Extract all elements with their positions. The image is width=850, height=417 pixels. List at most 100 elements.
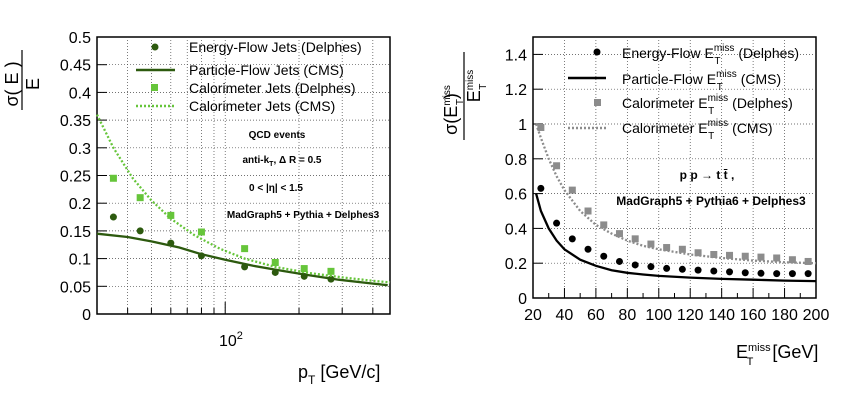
- legend-marker-square: [594, 99, 601, 106]
- right-data-point: [568, 235, 576, 243]
- right-ytick-label: 0.8: [505, 152, 527, 169]
- left-data-point: [136, 194, 144, 202]
- left-grid: [97, 37, 390, 314]
- right-data-point: [741, 269, 749, 277]
- legend-label: Energy-Flow Jets (Delphes): [189, 39, 362, 55]
- right-data-point: [788, 270, 796, 278]
- right-xtick-label: 120: [677, 307, 704, 324]
- right-chart: 20 40 60 80 100 120 140 160 180 20000.20.40.60.81…: [441, 36, 830, 368]
- right-data-point: [584, 245, 592, 253]
- left-y-axis-title: σ( E ) E: [2, 50, 43, 110]
- left-x-axis-title: pT [GeV/c]: [298, 362, 380, 387]
- right-grid: [533, 37, 816, 298]
- right-ytick-label: 1.4: [505, 47, 527, 64]
- legend-label: Calorimeter Jets (Delphes): [189, 80, 356, 96]
- right-data-point: [804, 257, 812, 265]
- left-data-point: [136, 227, 144, 235]
- left-ytick-label: 0.15: [60, 224, 91, 241]
- right-data-point: [631, 235, 639, 243]
- left-xtick-label: 102: [219, 330, 243, 350]
- left-ytick-label: 0: [82, 307, 91, 324]
- left-ytick-label: 0.05: [60, 279, 91, 296]
- left-ytick-label: 0.3: [69, 141, 91, 158]
- legend-entry-calorimeter-met-cms: Calorimeter Emiss T (CMS): [568, 118, 773, 142]
- right-series-0: [537, 184, 812, 278]
- left-ytick-label: 0.4: [69, 85, 91, 102]
- right-series-3: [535, 123, 817, 265]
- legend-label: Calorimeter Emiss T (Delphes): [622, 93, 793, 117]
- legend-label: Particle-Flow Emiss T (CMS): [622, 69, 781, 93]
- right-ytick-label: 1: [518, 117, 527, 134]
- right-data-point: [553, 219, 561, 227]
- right-xtick-label: 200: [803, 307, 830, 324]
- right-axis-ticks: 20 40 60 80 100 120 140 160 180 20000.20.40.60.81…: [505, 47, 830, 324]
- right-series-line: [535, 123, 817, 265]
- left-ytick-label: 0.35: [60, 113, 91, 130]
- right-series-1: [534, 193, 817, 283]
- right-data-point: [600, 252, 608, 260]
- legend-entry-calorimeter-met-delphes: Calorimeter Emiss T (Delphes): [594, 93, 793, 117]
- annotation-qcd-events: QCD events: [249, 130, 306, 141]
- annotation-eta-range: 0 < |η| < 1.5: [249, 183, 303, 194]
- legend-entry-particle-flow-jets: Particle-Flow Jets (CMS): [136, 62, 344, 78]
- legend-entry-energy-flow-met: Energy-Flow Emiss T (Delphes): [593, 43, 799, 67]
- right-data-point: [584, 207, 592, 215]
- right-data-point: [757, 253, 765, 261]
- left-series-0: [109, 213, 335, 283]
- right-xtick-label: 80: [618, 307, 636, 324]
- legend-entry-particle-flow-met: Particle-Flow Emiss T (CMS): [568, 69, 781, 93]
- left-data-point: [197, 228, 205, 236]
- left-ytick-label: 0.5: [69, 30, 91, 47]
- right-data-point: [678, 265, 686, 273]
- right-xtick-label: 40: [556, 307, 574, 324]
- legend-marker-square: [151, 84, 158, 91]
- left-ylabel-numerator: σ( E ): [2, 61, 22, 106]
- right-annotations: p p → t t̄ , MadGraph5 + Pythia6 + Delph…: [616, 168, 806, 208]
- right-xtick-label: 100: [645, 307, 672, 324]
- right-data-point: [694, 266, 702, 274]
- left-ytick-label: 0.25: [60, 169, 91, 186]
- right-y-axis-title: σ(Emiss T) Emiss T: [441, 52, 489, 140]
- left-series-line: [96, 232, 388, 287]
- right-series-layer: [534, 123, 817, 283]
- left-ytick-label: 0.45: [60, 58, 91, 75]
- left-data-point: [327, 267, 335, 275]
- left-data-point: [167, 211, 175, 219]
- left-ytick-label: 0.2: [69, 196, 91, 213]
- right-series-line: [534, 193, 817, 283]
- right-data-point: [600, 221, 608, 229]
- right-series-2: [537, 123, 812, 265]
- right-ytick-label: 0.2: [505, 256, 527, 273]
- right-data-point: [804, 270, 812, 278]
- right-data-point: [663, 264, 671, 272]
- right-data-point: [757, 269, 765, 277]
- left-series-layer: [95, 114, 391, 287]
- annotation-process: p p → t t̄ ,: [680, 168, 735, 182]
- right-xtick-label: 180: [771, 307, 798, 324]
- right-xtick-label: 60: [587, 307, 605, 324]
- right-data-point: [537, 184, 545, 192]
- legend-entry-energy-flow-jets: Energy-Flow Jets (Delphes): [151, 39, 362, 55]
- right-ytick-label: 0.4: [505, 221, 527, 238]
- right-ytick-label: 0.6: [505, 187, 527, 204]
- right-data-point: [647, 263, 655, 271]
- annotation-anti-kt: anti-kT, Δ R = 0.5: [243, 155, 322, 168]
- left-axis-ticks: 0 0.05 0.1 0.15 0.2 0.25 0.3 0.35 0.4 0.45 0.5: [60, 30, 374, 324]
- right-data-point: [773, 254, 781, 262]
- right-x-axis-title: Emiss T [GeV]: [736, 342, 818, 368]
- legend-marker-circle: [593, 48, 601, 56]
- right-xtick-label: 20: [524, 307, 542, 324]
- right-data-point: [615, 230, 623, 238]
- right-data-point: [710, 251, 718, 258]
- right-data-point: [631, 261, 639, 269]
- annotation-generator: MadGraph5 + Pythia6 + Delphes3: [616, 194, 806, 208]
- left-data-point: [300, 265, 308, 273]
- right-data-point: [773, 270, 781, 278]
- right-xtick-label: 140: [708, 307, 735, 324]
- right-data-point: [741, 252, 749, 260]
- left-series-line: [95, 114, 391, 284]
- left-data-point: [241, 245, 249, 253]
- left-chart: 0 0.05 0.1 0.15 0.2 0.25 0.3 0.35 0.4 0.45 0.5 σ( …: [2, 30, 391, 387]
- right-data-point: [678, 245, 686, 253]
